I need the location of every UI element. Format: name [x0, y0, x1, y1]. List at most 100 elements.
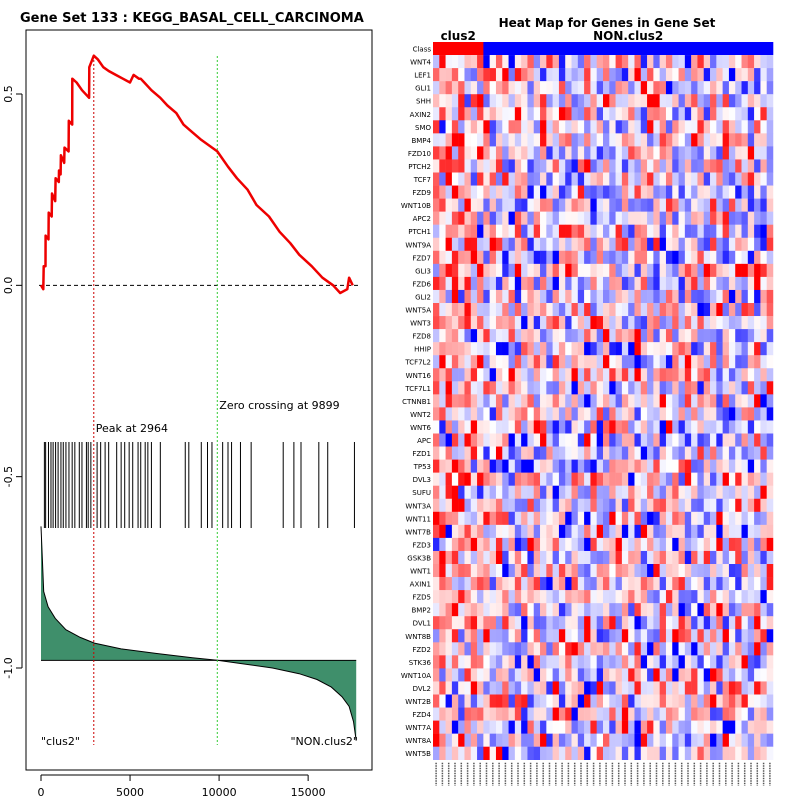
heatmap-cell [684, 368, 692, 382]
heatmap-cell [584, 133, 591, 147]
heatmap-cell [540, 381, 547, 395]
heatmap-cell [590, 511, 597, 526]
heatmap-cell [558, 316, 566, 330]
heatmap-cell [621, 355, 629, 369]
heatmap-cell [754, 55, 761, 69]
heatmap-cell [678, 185, 686, 199]
heatmap-cell [684, 498, 692, 513]
heatmap-cell [672, 459, 679, 473]
heatmap-cell [533, 289, 541, 304]
heatmap-cell [514, 303, 522, 317]
heatmap-cell [584, 655, 591, 669]
heatmap-cell [584, 237, 591, 252]
heatmap-cell [552, 316, 560, 330]
heatmap-cell [647, 120, 654, 134]
heatmap-cell [684, 537, 692, 552]
heatmap-cell [716, 237, 723, 252]
heatmap-cell [760, 720, 767, 734]
heatmap-cell [678, 433, 686, 447]
heatmap-cell [495, 720, 503, 734]
heatmap-cell [640, 629, 648, 643]
heatmap-cell [653, 603, 660, 617]
heatmap-cell [458, 707, 465, 721]
heatmap-cell [603, 198, 610, 212]
heatmap-cell [540, 94, 547, 108]
heatmap-cell [458, 564, 465, 578]
heatmap-cell [483, 146, 490, 160]
heatmap-cell [571, 263, 579, 278]
heatmap-cell [672, 642, 679, 656]
heatmap-cell [741, 668, 749, 682]
heatmap-cell [728, 616, 736, 630]
heatmap-cell [590, 524, 597, 539]
heatmap-cell [451, 407, 459, 421]
heatmap-cell [628, 655, 635, 669]
heatmap-cell [540, 185, 547, 199]
heatmap-cell [735, 198, 742, 212]
heatmap-cell [659, 81, 667, 95]
heatmap-cell [684, 355, 692, 369]
heatmap-cell [697, 746, 704, 760]
heatmap-cell [521, 146, 528, 160]
heatmap-cell [634, 537, 642, 552]
heatmap-cell [546, 524, 553, 539]
heatmap-cell [722, 511, 730, 526]
heatmap-cell [477, 511, 484, 526]
heatmap-cell [741, 564, 749, 578]
heatmap-cell [502, 420, 509, 434]
heatmap-cell [458, 694, 465, 708]
heatmap-cell [439, 420, 446, 434]
heatmap-cell [565, 642, 572, 656]
heatmap-cell [527, 316, 534, 330]
heatmap-cell [659, 250, 667, 265]
heatmap-cell [653, 355, 660, 369]
heatmap-cell [766, 368, 774, 382]
heatmap-cell [691, 263, 698, 278]
heatmap-cell [571, 289, 579, 304]
heatmap-cell [615, 355, 623, 369]
heatmap-cell [634, 642, 642, 656]
heatmap-cell [678, 224, 686, 238]
heatmap-cell [445, 511, 453, 526]
heatmap-cell [697, 368, 704, 382]
heatmap-cell [502, 68, 509, 82]
ranked-list-metric-group [40, 526, 357, 741]
heatmap-cell [477, 276, 484, 291]
heatmap-cell [678, 381, 686, 395]
heatmap-cell [502, 485, 509, 499]
heatmap-cell [728, 120, 736, 134]
heatmap-cell [621, 224, 629, 238]
heatmap-cell [590, 577, 597, 591]
heatmap-cell [489, 342, 497, 356]
heatmap-cell [728, 55, 736, 69]
heatmap-cell [747, 746, 755, 760]
heatmap-cell [747, 550, 755, 565]
heatmap-cell [596, 237, 604, 252]
heatmap-cell [747, 289, 755, 304]
heatmap-cell [665, 746, 673, 760]
heatmap-cell [565, 316, 572, 330]
heatmap-cell [747, 720, 755, 734]
heatmap-cell [647, 342, 654, 356]
heatmap-cell [665, 107, 673, 121]
heatmap-cell [433, 616, 440, 630]
heatmap-cell [703, 485, 711, 499]
heatmap-cell [672, 159, 679, 173]
heatmap-cell [571, 81, 579, 95]
heatmap-cell [552, 537, 560, 552]
heatmap-cell [577, 733, 585, 747]
heatmap-cell [634, 394, 642, 408]
heatmap-cell [508, 329, 516, 343]
heatmap-cell [754, 655, 761, 669]
heatmap-cell [647, 642, 654, 656]
heatmap-cell [747, 159, 755, 173]
heatmap-cell [665, 211, 673, 225]
heatmap-cell [577, 368, 585, 382]
heatmap-cell [766, 159, 774, 173]
heatmap-cell [747, 498, 755, 513]
heatmap-cell [716, 485, 723, 499]
heatmap-cell [546, 537, 553, 552]
heatmap-cell [464, 681, 472, 695]
heatmap-cell [533, 446, 541, 460]
heatmap-cell [433, 237, 440, 252]
